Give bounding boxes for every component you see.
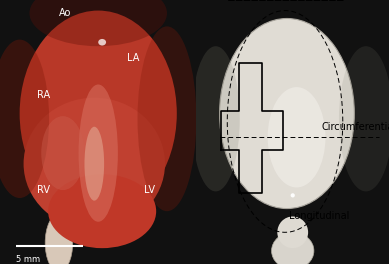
Ellipse shape	[30, 0, 167, 46]
Ellipse shape	[0, 40, 49, 198]
Ellipse shape	[291, 193, 295, 197]
Ellipse shape	[84, 127, 104, 201]
Ellipse shape	[24, 98, 165, 230]
Ellipse shape	[45, 214, 73, 264]
Ellipse shape	[19, 11, 177, 216]
Text: LV: LV	[144, 185, 155, 195]
Text: RA: RA	[37, 90, 50, 100]
Text: LA: LA	[127, 53, 140, 63]
Ellipse shape	[98, 39, 106, 46]
Text: Longitudinal: Longitudinal	[289, 211, 349, 221]
Ellipse shape	[268, 87, 326, 187]
Ellipse shape	[219, 18, 354, 209]
Text: Circumferential: Circumferential	[322, 122, 389, 132]
Text: RV: RV	[37, 185, 50, 195]
Ellipse shape	[41, 116, 84, 190]
Ellipse shape	[272, 232, 314, 264]
Ellipse shape	[277, 216, 308, 248]
Ellipse shape	[79, 84, 118, 222]
Ellipse shape	[48, 174, 156, 248]
Ellipse shape	[138, 26, 196, 211]
Ellipse shape	[192, 46, 240, 191]
Text: Ao: Ao	[59, 8, 71, 18]
Ellipse shape	[339, 46, 389, 191]
Text: 5 mm: 5 mm	[16, 255, 40, 264]
